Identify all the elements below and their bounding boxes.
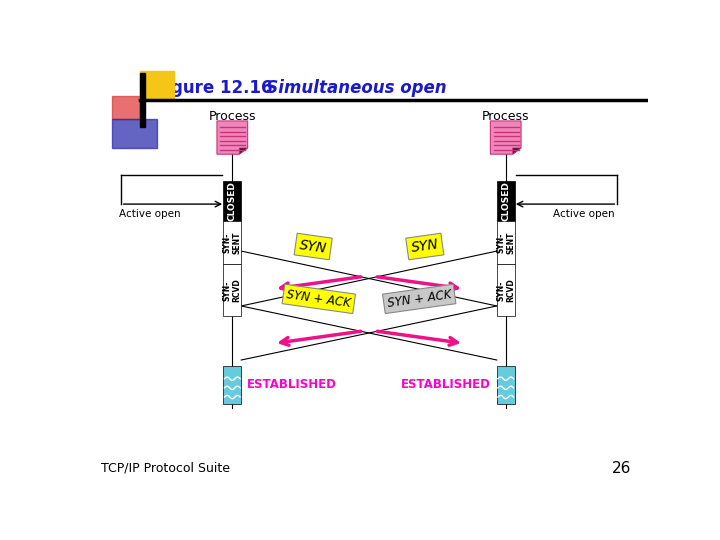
Text: SYN-
SENT: SYN- SENT [496, 232, 515, 254]
Text: SYN: SYN [299, 238, 328, 255]
Polygon shape [217, 121, 248, 154]
Bar [223, 265, 241, 316]
Polygon shape [513, 148, 521, 154]
Text: Process: Process [482, 110, 529, 123]
Text: CLOSED: CLOSED [501, 181, 510, 221]
Text: SYN-
RCVD: SYN- RCVD [496, 279, 515, 302]
Bar [497, 265, 515, 316]
Text: Simultaneous open: Simultaneous open [249, 79, 446, 97]
Text: 26: 26 [612, 461, 631, 476]
Bar [223, 221, 241, 265]
Text: SYN-
RCVD: SYN- RCVD [223, 279, 242, 302]
Text: Figure 12.16: Figure 12.16 [154, 79, 273, 97]
Polygon shape [239, 148, 248, 154]
Bar [497, 366, 515, 404]
Bar [140, 73, 145, 127]
Text: Active open: Active open [119, 210, 181, 219]
Text: ESTABLISHED: ESTABLISHED [401, 379, 491, 392]
Text: TCP/IP Protocol Suite: TCP/IP Protocol Suite [101, 462, 230, 475]
Polygon shape [490, 121, 521, 154]
Text: SYN-
SENT: SYN- SENT [223, 232, 242, 254]
Text: Process: Process [209, 110, 256, 123]
Bar [223, 181, 241, 221]
Text: Active open: Active open [553, 210, 615, 219]
Bar [497, 181, 515, 221]
Bar [112, 119, 157, 148]
Text: CLOSED: CLOSED [228, 181, 237, 221]
Text: SYN + ACK: SYN + ACK [286, 288, 352, 310]
Text: SYN + ACK: SYN + ACK [386, 288, 452, 310]
Text: SYN: SYN [410, 238, 439, 255]
Bar [497, 221, 515, 265]
Bar [223, 366, 241, 404]
Bar [112, 96, 140, 119]
Bar [140, 71, 174, 98]
Text: ESTABLISHED: ESTABLISHED [247, 379, 337, 392]
